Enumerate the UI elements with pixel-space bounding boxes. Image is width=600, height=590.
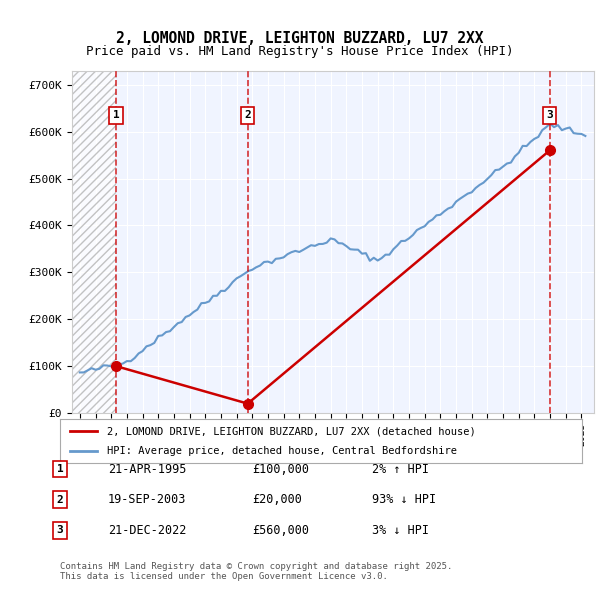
Text: 2: 2 xyxy=(244,110,251,120)
Text: Price paid vs. HM Land Registry's House Price Index (HPI): Price paid vs. HM Land Registry's House … xyxy=(86,45,514,58)
Text: £100,000: £100,000 xyxy=(252,463,309,476)
Text: 3: 3 xyxy=(56,526,64,535)
Text: HPI: Average price, detached house, Central Bedfordshire: HPI: Average price, detached house, Cent… xyxy=(107,446,457,455)
Text: 1: 1 xyxy=(56,464,64,474)
Text: 3% ↓ HPI: 3% ↓ HPI xyxy=(372,524,429,537)
Text: 2% ↑ HPI: 2% ↑ HPI xyxy=(372,463,429,476)
Text: 3: 3 xyxy=(546,110,553,120)
Text: Contains HM Land Registry data © Crown copyright and database right 2025.
This d: Contains HM Land Registry data © Crown c… xyxy=(60,562,452,581)
Bar xyxy=(72,71,116,413)
Text: 21-APR-1995: 21-APR-1995 xyxy=(108,463,187,476)
Text: £560,000: £560,000 xyxy=(252,524,309,537)
Text: 2, LOMOND DRIVE, LEIGHTON BUZZARD, LU7 2XX (detached house): 2, LOMOND DRIVE, LEIGHTON BUZZARD, LU7 2… xyxy=(107,427,476,436)
Text: 93% ↓ HPI: 93% ↓ HPI xyxy=(372,493,436,506)
Text: 2, LOMOND DRIVE, LEIGHTON BUZZARD, LU7 2XX: 2, LOMOND DRIVE, LEIGHTON BUZZARD, LU7 2… xyxy=(116,31,484,46)
Bar xyxy=(72,71,116,413)
Text: 21-DEC-2022: 21-DEC-2022 xyxy=(108,524,187,537)
Text: 2: 2 xyxy=(56,495,64,504)
Text: 19-SEP-2003: 19-SEP-2003 xyxy=(108,493,187,506)
Text: £20,000: £20,000 xyxy=(252,493,302,506)
Text: 1: 1 xyxy=(113,110,119,120)
